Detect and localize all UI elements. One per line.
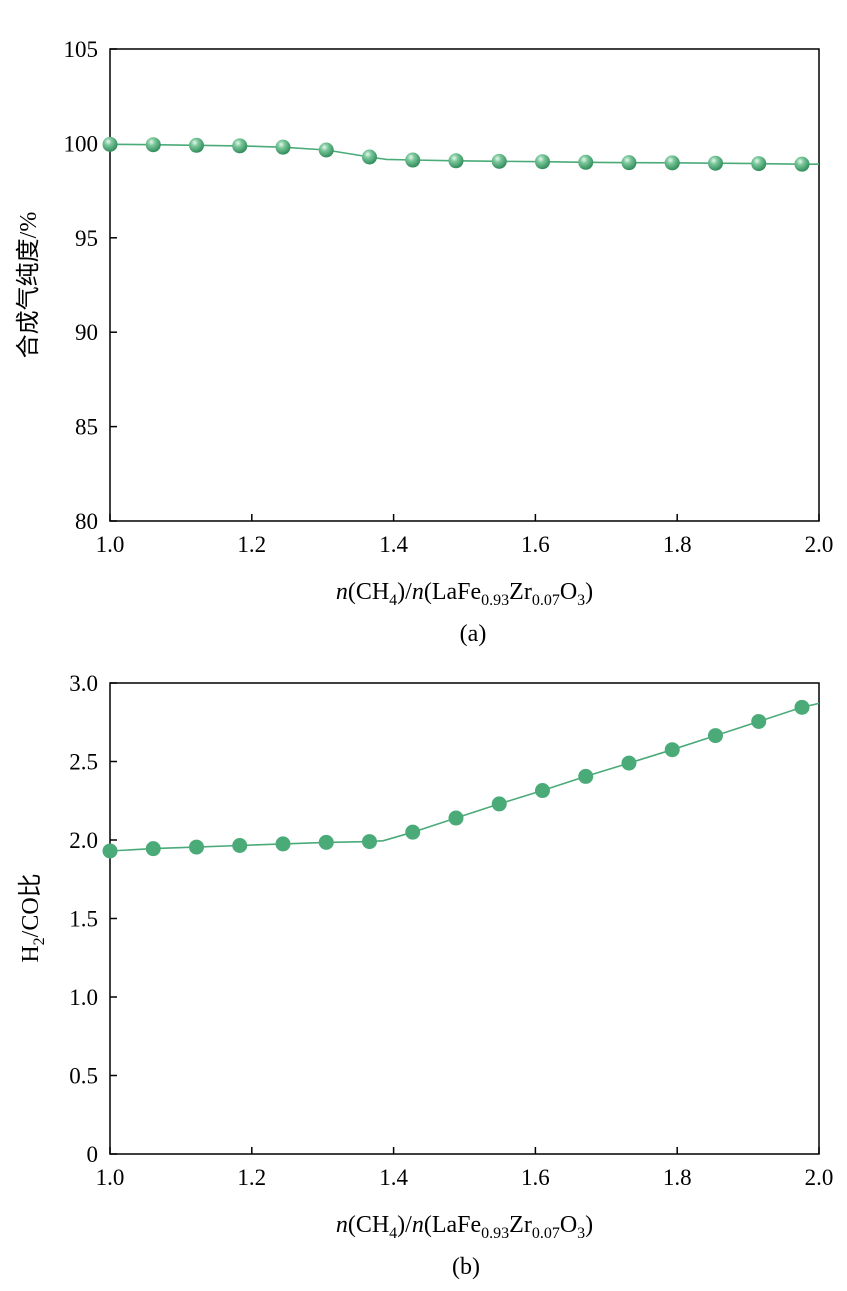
x-tick-label: 1.2 bbox=[237, 532, 266, 557]
data-point bbox=[448, 810, 464, 826]
x-tick-label: 1.4 bbox=[379, 1165, 408, 1190]
data-point bbox=[534, 154, 550, 170]
data-point bbox=[318, 142, 334, 158]
series-h2-co-ratio bbox=[102, 699, 820, 859]
y-tick-label: 100 bbox=[64, 131, 99, 156]
data-point bbox=[794, 156, 810, 172]
data-point bbox=[621, 155, 637, 171]
x-tick-label: 1.4 bbox=[379, 532, 408, 557]
y-axis-title: 合成气纯度/% bbox=[15, 212, 42, 359]
data-point bbox=[534, 783, 550, 799]
y-tick-label: 0.5 bbox=[69, 1064, 98, 1089]
data-point bbox=[232, 138, 248, 154]
x-axis-title: n(CH4)/n(LaFe0.93Zr0.07O3) bbox=[336, 579, 593, 609]
data-point bbox=[621, 755, 637, 771]
y-tick-label: 0 bbox=[87, 1142, 99, 1167]
y-tick-label: 1.5 bbox=[69, 907, 98, 932]
data-point bbox=[491, 153, 507, 169]
chart-panel-a: 80 85 90 95 100 105 1.0 1.2 1.4 1.6 1.8 2.0 合成气纯度/… bbox=[15, 37, 833, 647]
data-point bbox=[188, 839, 204, 855]
data-point bbox=[102, 136, 118, 152]
x-axis-ticks: 1.0 1.2 1.4 1.6 1.8 2.0 bbox=[96, 1147, 834, 1190]
data-point bbox=[751, 156, 767, 172]
y-tick-label: 95 bbox=[75, 226, 98, 251]
data-point bbox=[145, 137, 161, 153]
data-point bbox=[578, 154, 594, 170]
data-point bbox=[707, 728, 723, 744]
x-axis-title: n(CH4)/n(LaFe0.93Zr0.07O3) bbox=[336, 1212, 593, 1242]
data-point bbox=[405, 152, 421, 168]
data-point bbox=[232, 837, 248, 853]
y-axis-ticks: 0 0.5 1.0 1.5 2.0 2.5 3.0 bbox=[69, 671, 117, 1167]
x-tick-label: 1.6 bbox=[521, 532, 550, 557]
series-line bbox=[109, 702, 820, 852]
chart-panel-b: 0 0.5 1.0 1.5 2.0 2.5 3.0 1.0 1.2 1.4 1.6 1.8 2.0 H… bbox=[17, 671, 833, 1280]
data-point bbox=[707, 155, 723, 171]
data-point bbox=[318, 834, 334, 850]
y-tick-label: 90 bbox=[75, 320, 98, 345]
x-tick-label: 1.0 bbox=[96, 1165, 125, 1190]
data-point bbox=[578, 768, 594, 784]
data-point bbox=[275, 836, 291, 852]
data-point bbox=[188, 137, 204, 153]
data-point bbox=[102, 843, 118, 859]
data-point bbox=[794, 699, 810, 715]
y-tick-label: 2.5 bbox=[69, 750, 98, 775]
plot-frame bbox=[109, 682, 820, 1155]
x-tick-label: 1.8 bbox=[663, 532, 692, 557]
data-point bbox=[361, 149, 377, 165]
data-point bbox=[145, 841, 161, 857]
data-point bbox=[275, 139, 291, 155]
x-tick-label: 1.2 bbox=[237, 1165, 266, 1190]
y-tick-label: 80 bbox=[75, 509, 98, 534]
series-syngas-purity bbox=[102, 136, 819, 172]
data-point bbox=[664, 742, 680, 758]
data-point bbox=[491, 796, 507, 812]
y-axis-ticks: 80 85 90 95 100 105 bbox=[64, 37, 117, 534]
x-tick-label: 2.0 bbox=[805, 532, 834, 557]
data-point bbox=[664, 155, 680, 171]
y-tick-label: 1.0 bbox=[69, 985, 98, 1010]
y-tick-label: 3.0 bbox=[69, 671, 98, 696]
data-point bbox=[405, 824, 421, 840]
x-tick-label: 1.8 bbox=[663, 1165, 692, 1190]
data-point bbox=[448, 153, 464, 169]
panel-label-b: (b) bbox=[452, 1254, 480, 1280]
y-tick-label: 105 bbox=[64, 37, 99, 62]
y-tick-label: 85 bbox=[75, 415, 98, 440]
y-tick-label: 2.0 bbox=[69, 828, 98, 853]
y-axis-title: H2/CO比 bbox=[17, 873, 48, 962]
data-point bbox=[751, 713, 767, 729]
x-tick-label: 2.0 bbox=[805, 1165, 834, 1190]
plot-frame bbox=[109, 48, 820, 522]
x-axis-ticks: 1.0 1.2 1.4 1.6 1.8 2.0 bbox=[96, 514, 834, 557]
panel-label-a: (a) bbox=[460, 621, 487, 647]
data-point bbox=[361, 834, 377, 850]
x-tick-label: 1.6 bbox=[521, 1165, 550, 1190]
x-tick-label: 1.0 bbox=[96, 532, 125, 557]
